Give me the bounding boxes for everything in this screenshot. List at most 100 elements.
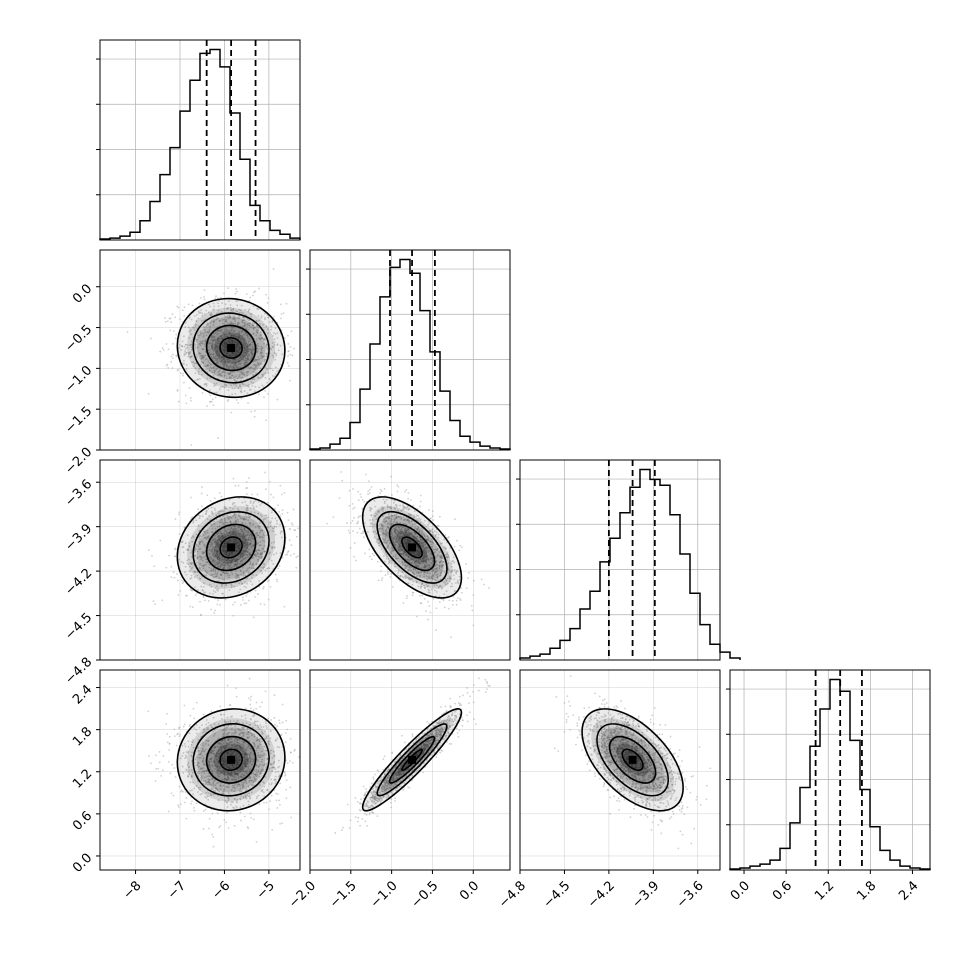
scatter-point [420, 540, 423, 542]
scatter-point [229, 372, 232, 375]
scatter-point [338, 497, 341, 499]
scatter-point [245, 481, 248, 483]
scatter-point [181, 582, 184, 585]
scatter-point [234, 514, 237, 517]
scatter-point [216, 555, 219, 558]
scatter-point [204, 546, 207, 548]
scatter-point [229, 506, 231, 509]
scatter-point [226, 352, 229, 355]
contour-line [176, 297, 286, 399]
scatter-point [254, 359, 257, 362]
scatter-point [203, 564, 206, 567]
scatter-point [200, 341, 203, 344]
scatter-point [196, 561, 198, 564]
scatter-point [212, 593, 215, 595]
scatter-point [279, 515, 282, 517]
scatter-point [186, 534, 189, 537]
scatter-point [227, 335, 229, 338]
scatter-point [268, 321, 271, 324]
scatter-point [224, 342, 227, 344]
scatter-point [413, 536, 416, 538]
scatter-point [404, 537, 406, 540]
scatter-point [219, 536, 222, 539]
scatter-point [231, 334, 234, 337]
scatter-point [275, 578, 278, 581]
scatter-point [256, 331, 259, 334]
scatter-point [244, 539, 247, 542]
scatter-point [245, 508, 248, 510]
scatter-point [217, 437, 219, 440]
scatter-point [274, 507, 276, 510]
scatter-point [447, 572, 449, 574]
scatter-point [273, 344, 276, 346]
scatter-point [250, 533, 253, 536]
scatter-point [232, 521, 235, 524]
scatter-point [404, 530, 407, 533]
scatter-point [398, 532, 401, 535]
scatter-point [236, 349, 239, 352]
scatter-point [224, 529, 227, 531]
scatter-point [352, 507, 355, 510]
scatter-point [257, 355, 260, 358]
scatter-point [247, 573, 250, 575]
scatter-point [218, 357, 221, 360]
scatter-point [196, 338, 199, 341]
scatter-point [247, 366, 250, 369]
scatter-point [259, 556, 262, 559]
scatter-point [188, 352, 191, 355]
scatter-point [198, 302, 201, 305]
scatter-point [259, 536, 261, 539]
scatter-point [210, 320, 213, 323]
scatter-point [434, 535, 437, 538]
panel-frame [99, 39, 301, 241]
scatter-point [255, 701, 258, 704]
scatter-point [267, 297, 270, 300]
scatter-point [249, 366, 252, 369]
scatter-point [214, 568, 217, 571]
scatter-point [249, 344, 251, 346]
scatter-point [439, 560, 442, 563]
scatter-point [245, 348, 248, 351]
scatter-point [465, 587, 468, 590]
scatter-point [213, 383, 216, 385]
scatter-point [230, 309, 233, 311]
scatter-point [401, 526, 404, 529]
scatter-point [432, 575, 435, 578]
scatter-point [224, 344, 227, 346]
scatter-point [187, 549, 190, 552]
scatter-point [261, 375, 264, 378]
scatter-point [261, 539, 264, 542]
scatter-point [202, 810, 205, 812]
scatter-point [190, 562, 193, 565]
scatter-point [265, 293, 268, 296]
scatter-point [185, 351, 188, 354]
scatter-point [242, 518, 245, 521]
scatter-point [286, 362, 289, 364]
scatter-point [223, 566, 225, 568]
scatter-point [274, 327, 277, 329]
scatter-point [198, 567, 201, 570]
scatter-point [391, 585, 394, 588]
scatter-point [219, 825, 222, 827]
scatter-point [260, 553, 263, 556]
scatter-point [264, 318, 266, 321]
scatter-point [217, 531, 220, 534]
scatter-point [438, 551, 441, 553]
scatter-point [164, 320, 167, 323]
scatter-point [216, 563, 219, 566]
scatter-point [250, 546, 253, 549]
scatter-point [262, 533, 265, 536]
scatter-point [222, 522, 225, 525]
scatter-point [239, 543, 241, 545]
scatter-point [218, 539, 220, 541]
scatter-point [211, 569, 214, 571]
scatter-point [246, 374, 248, 377]
scatter-point [194, 594, 197, 596]
scatter-point [224, 360, 227, 363]
scatter-point [384, 540, 387, 543]
scatter-point [424, 566, 427, 569]
scatter-point [214, 355, 217, 358]
scatter-point [215, 532, 218, 535]
scatter-point [437, 585, 440, 588]
scatter-point [423, 566, 426, 569]
